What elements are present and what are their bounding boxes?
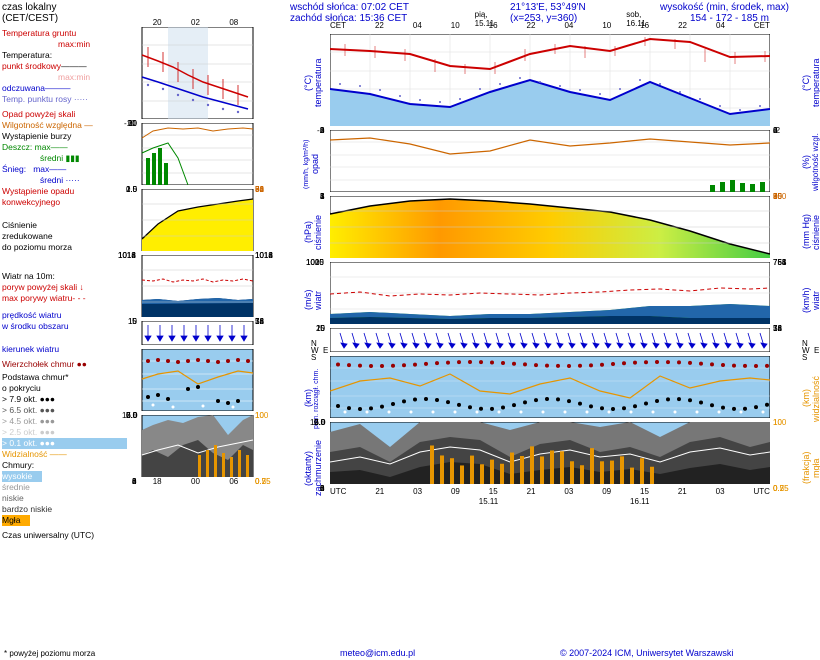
mini-pressure-chart: 1018 1016 1014 1012 1018 1016 1014 1012 [128, 189, 268, 251]
main-precip-chart: 5 4 3 2 1 100 95 90 85 80 75 [330, 130, 785, 192]
mini-wind-chart: 15 10 5 72 54 36 18 [128, 255, 268, 317]
main-clouds-chart: 15.0 7.0 2.0 0.5 0.0 100 10 1 [330, 356, 785, 418]
main-winddir-chart [330, 328, 785, 352]
mini-winddir-chart [128, 321, 268, 345]
meteogram-container: czas lokalny (CET/CEST) wschód słońca: 0… [0, 0, 820, 660]
mini-charts-column: 200208 30 20 10 0 -10 2.0 [128, 18, 268, 486]
footer-email[interactable]: meteo@icm.edu.pl [340, 648, 415, 658]
left-legend: Temperatura gruntu max:min Temperatura: … [2, 0, 127, 541]
main-okta-chart: 8 6 4 2 0 0.75 0.5 0.25 0 [330, 422, 785, 484]
footer-copy: © 2007-2024 ICM, Uniwersytet Warszawski [560, 648, 733, 658]
mini-clouds-chart: 15.0 7.0 2.0 0.5 0.0 100 10 1 [128, 349, 268, 411]
footnote: * powyżej poziomu morza [4, 649, 95, 658]
main-pressure-chart: 1020 1015 1010 1005 765 761 758 754 [330, 196, 785, 258]
mini-okta-chart: 8 6 4 2 0 0.75 0.5 0.25 0 [128, 415, 268, 477]
main-charts-column: CET220410 pią, 15.1116 220410 sob, 16.11… [330, 34, 785, 484]
mini-temp-chart: 30 20 10 0 -10 [128, 27, 268, 119]
mini-precip-chart: 2.0 1.5 1.0 0.5 96 84 72 61 50 [128, 123, 268, 185]
main-wind-chart: 20 15 10 5 72 54 36 18 [330, 262, 785, 324]
main-temp-chart: 6 4 2 0 -2 6 4 2 0 -2 [330, 34, 785, 126]
